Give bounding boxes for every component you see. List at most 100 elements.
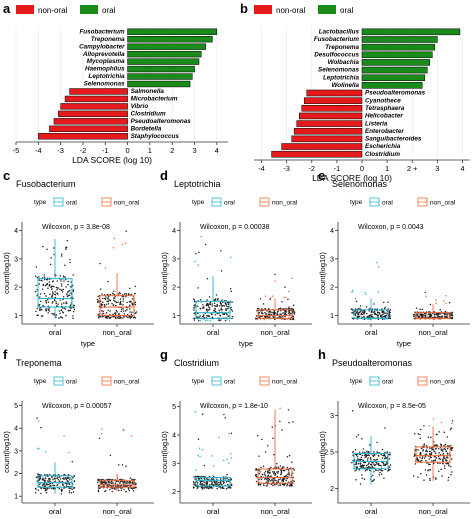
- data-point: [199, 298, 202, 301]
- data-point: [97, 484, 100, 487]
- data-point: [118, 317, 121, 319]
- panel-title: Treponema: [16, 358, 62, 368]
- data-point: [42, 283, 45, 286]
- data-point: [40, 300, 42, 302]
- legend-title: type: [34, 199, 47, 206]
- data-point: [440, 421, 443, 424]
- data-point: [416, 457, 419, 460]
- data-point: [447, 462, 449, 465]
- data-point: [73, 308, 76, 311]
- y-tick-label: 3: [172, 461, 176, 468]
- data-point: [131, 488, 134, 490]
- data-point: [44, 300, 47, 302]
- data-point: [203, 464, 206, 467]
- data-point: [283, 296, 285, 299]
- data-point: [284, 477, 286, 480]
- data-point: [40, 492, 42, 495]
- data-point: [383, 307, 386, 310]
- boxplot-panel-e: e Selenomonas type oral non_oral 1 2 3 4 count(lo…: [318, 168, 470, 348]
- data-point: [257, 484, 260, 486]
- data-point: [60, 303, 63, 305]
- x-tick-label: oral: [365, 328, 378, 337]
- panel-letter: g: [160, 347, 168, 362]
- data-point: [52, 300, 54, 303]
- data-point: [258, 478, 260, 481]
- data-point: [133, 487, 135, 489]
- data-point: [361, 474, 363, 476]
- lda-bar: [291, 135, 363, 143]
- data-point: [376, 458, 378, 461]
- data-point: [61, 480, 63, 483]
- data-point: [263, 484, 265, 486]
- data-point: [97, 295, 99, 298]
- data-point: [109, 481, 111, 484]
- box-iqr: [195, 477, 231, 487]
- lda-bar: [306, 89, 363, 97]
- data-point: [389, 464, 392, 466]
- data-point: [357, 458, 359, 460]
- data-point: [214, 313, 217, 316]
- data-point: [356, 455, 359, 458]
- data-point: [227, 315, 229, 317]
- data-point: [225, 302, 227, 305]
- data-point: [419, 451, 422, 454]
- data-point: [263, 472, 266, 474]
- y-tick-label: 5: [14, 403, 18, 410]
- lda-panel-b: b non-oral oralLactobacillusFusobacteriumT…: [240, 1, 470, 183]
- data-point: [214, 308, 217, 310]
- data-point: [71, 488, 73, 491]
- data-point: [60, 488, 63, 491]
- data-point: [118, 464, 120, 466]
- data-point: [130, 300, 132, 303]
- data-point: [132, 490, 135, 492]
- data-point: [121, 295, 124, 298]
- data-point: [63, 435, 65, 437]
- data-point: [434, 313, 436, 316]
- data-point: [122, 429, 125, 432]
- data-point: [65, 314, 67, 317]
- data-point: [430, 436, 432, 439]
- data-point: [291, 277, 293, 280]
- data-point: [125, 482, 127, 484]
- data-point: [290, 312, 292, 315]
- data-point: [121, 478, 123, 481]
- data-point: [419, 428, 422, 431]
- data-point: [451, 313, 453, 316]
- data-point: [443, 431, 446, 434]
- data-point: [112, 304, 115, 306]
- x-tick-label: oral: [49, 507, 62, 516]
- panel-letter: a: [3, 1, 11, 16]
- data-point: [285, 479, 288, 482]
- data-point: [56, 292, 58, 294]
- data-point: [66, 483, 68, 485]
- data-point: [354, 463, 356, 466]
- data-point: [197, 319, 200, 322]
- data-point: [204, 243, 207, 246]
- data-point: [44, 485, 47, 487]
- data-point: [131, 478, 133, 481]
- data-point: [104, 297, 106, 300]
- data-point: [425, 445, 428, 447]
- data-point: [355, 312, 358, 314]
- data-point: [414, 454, 416, 456]
- data-point: [351, 409, 354, 412]
- data-point: [279, 465, 282, 467]
- bar-label: Pseudoalteromonas: [131, 118, 192, 125]
- data-point: [114, 316, 117, 319]
- legend-label-oral: oral: [340, 6, 354, 15]
- bar-label: Pseudoalteromonas: [365, 90, 426, 97]
- data-point: [51, 296, 53, 298]
- y-tick-label: 2.5: [324, 450, 334, 457]
- data-point: [211, 313, 213, 316]
- data-point: [193, 483, 195, 486]
- data-point: [383, 301, 385, 304]
- bar-label: Sanguibacteroides: [365, 136, 422, 143]
- data-point: [54, 296, 56, 299]
- data-point: [272, 472, 275, 475]
- data-point: [288, 472, 290, 475]
- data-point: [193, 482, 195, 484]
- data-point: [55, 302, 57, 305]
- data-point: [288, 290, 290, 293]
- lda-bar: [38, 133, 128, 140]
